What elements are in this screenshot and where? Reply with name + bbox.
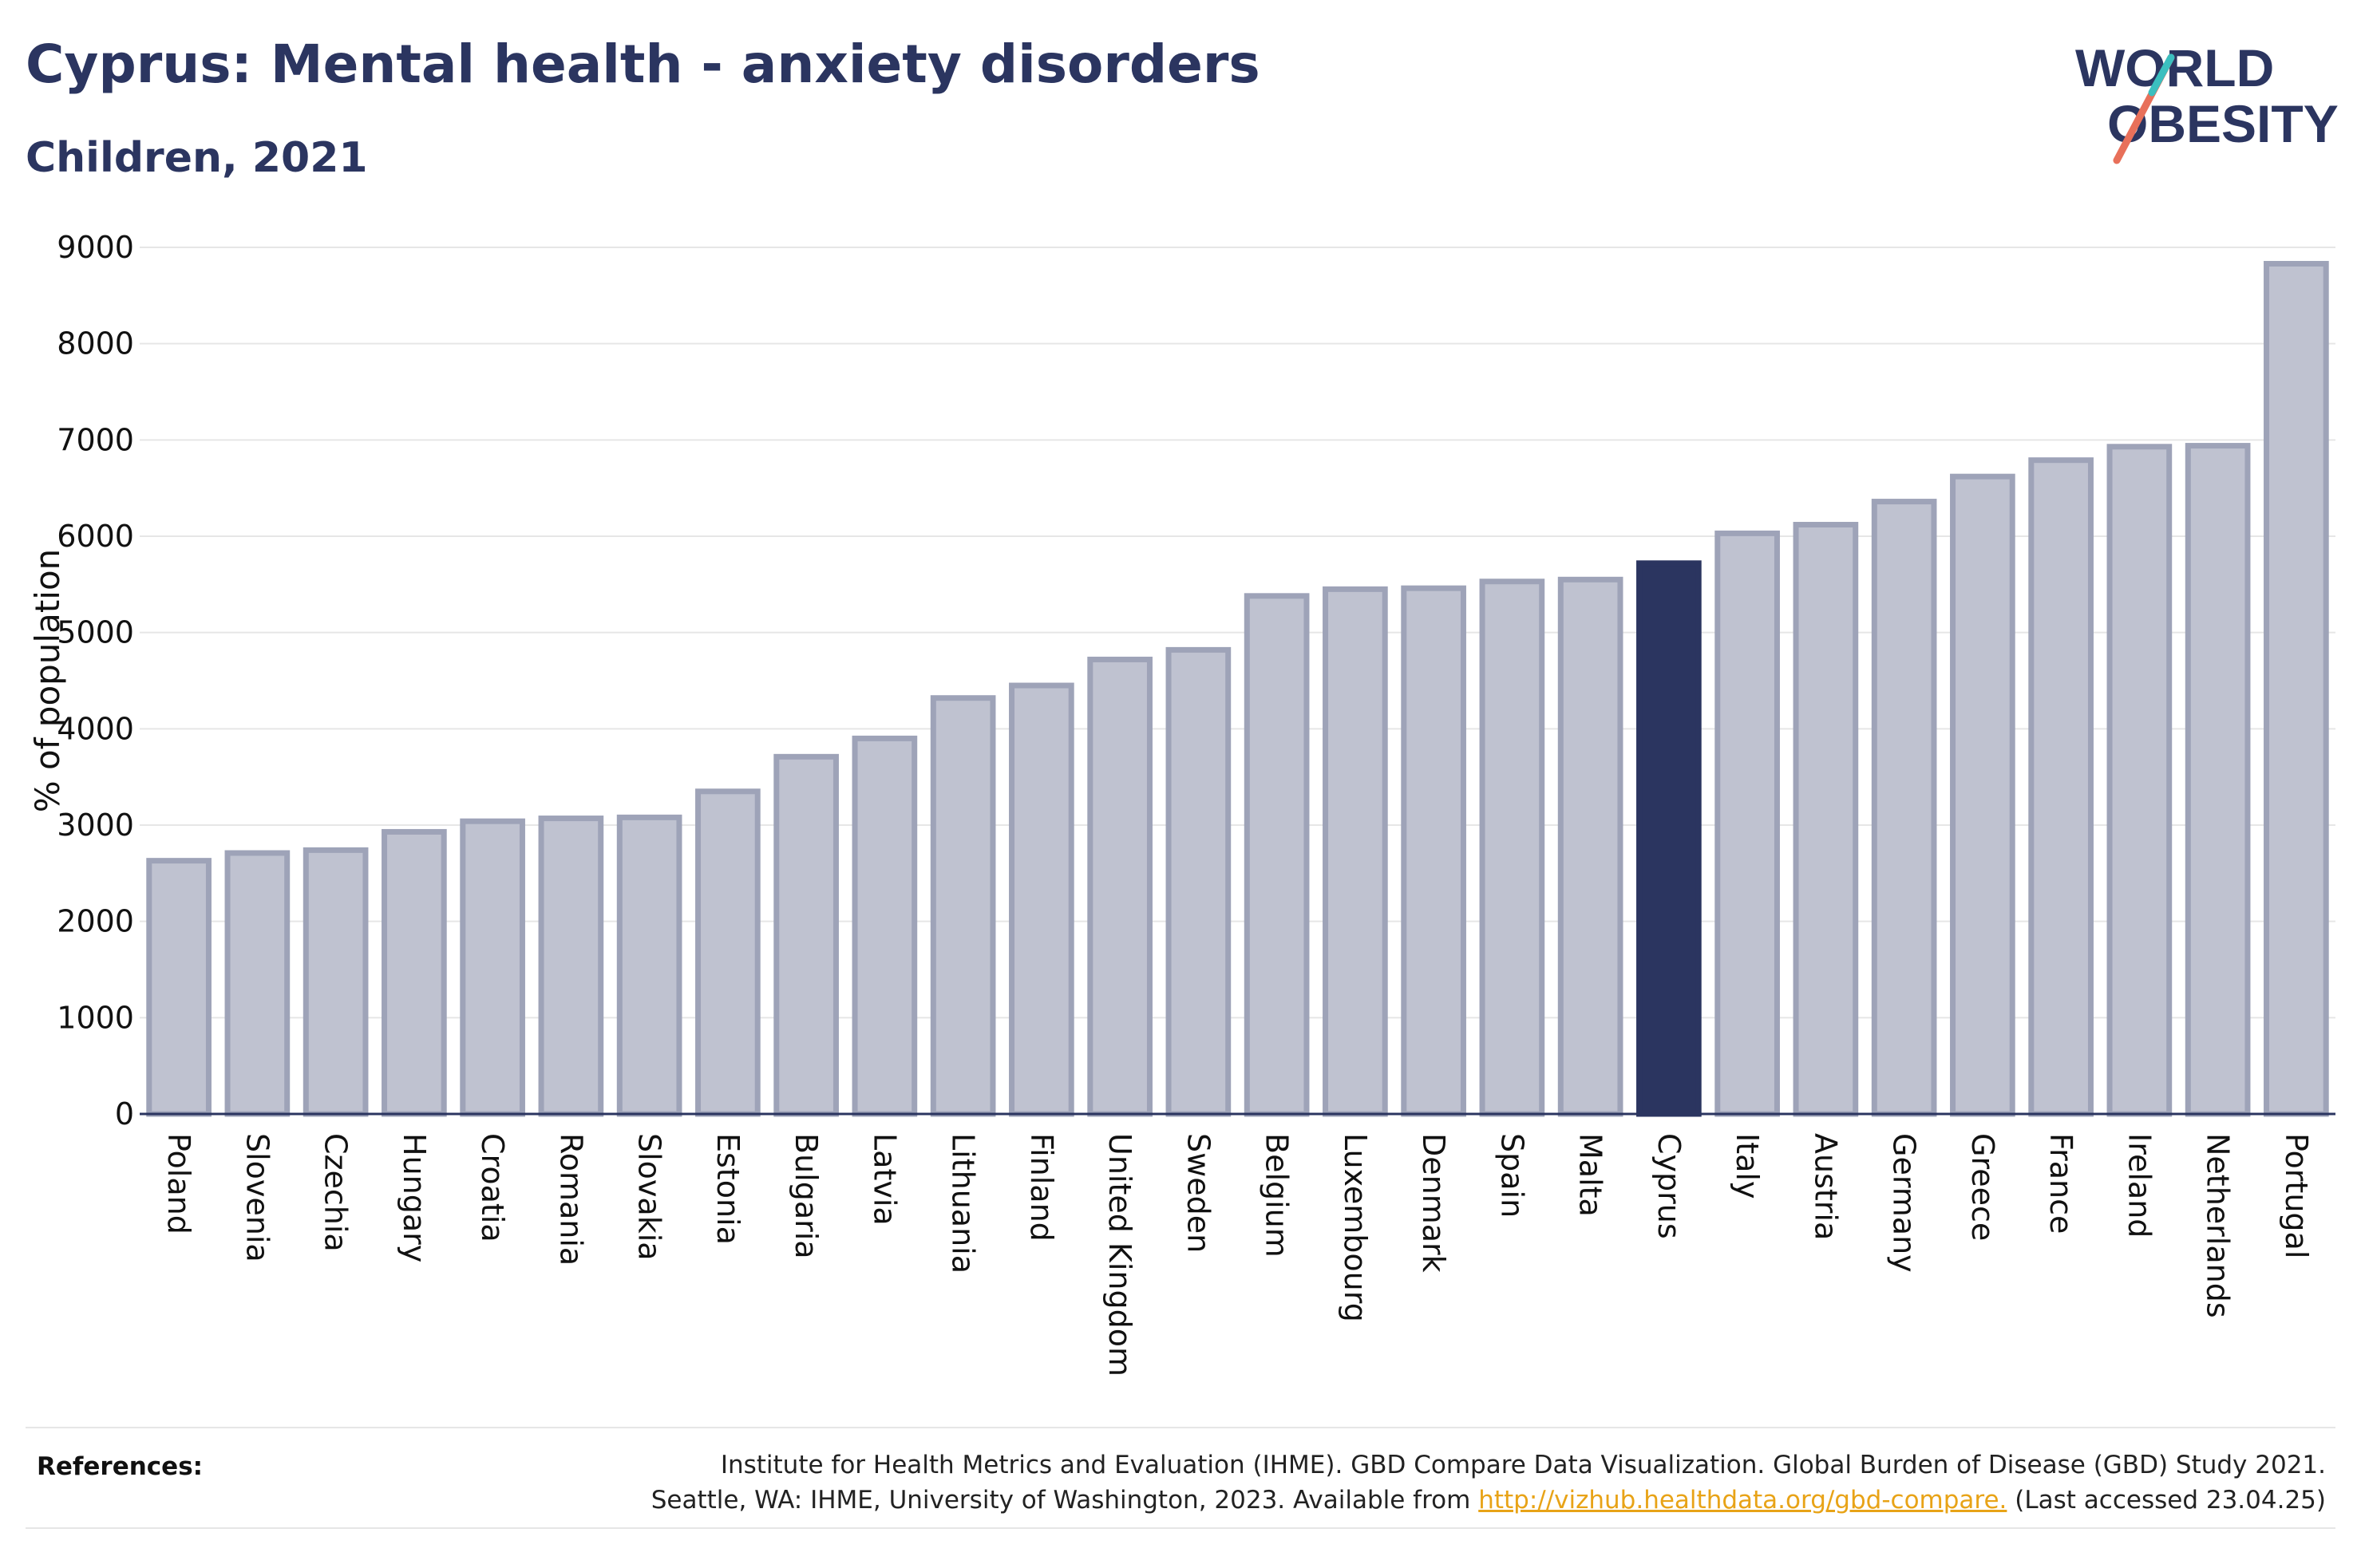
logo-line1: WORLD — [2075, 38, 2274, 97]
y-tick-label: 2000 — [57, 904, 134, 939]
bar-portugal — [2264, 261, 2329, 1117]
y-tick-label: 7000 — [57, 422, 134, 457]
bar-sweden — [1165, 646, 1232, 1117]
x-tick-label: Finland — [1024, 1133, 1059, 1242]
bar-united-kingdom — [1087, 656, 1153, 1117]
bar-luxembourg — [1323, 586, 1388, 1117]
bar-finland — [1009, 682, 1074, 1117]
x-tick-label: United Kingdom — [1102, 1133, 1137, 1376]
bar-france — [2028, 457, 2094, 1117]
chart-subtitle: Children, 2021 — [26, 134, 368, 182]
bar-cyprus — [1636, 560, 1702, 1117]
x-tick-label: Italy — [1730, 1133, 1765, 1199]
references-line2-prefix: Seattle, WA: IHME, University of Washing… — [651, 1486, 1479, 1515]
bar-poland — [146, 858, 212, 1117]
references-line2-suffix: (Last accessed 23.04.25) — [2007, 1486, 2326, 1515]
x-tick-label: Cyprus — [1651, 1133, 1687, 1239]
references-panel: References: Institute for Health Metrics… — [26, 1427, 2335, 1529]
x-tick-label: Poland — [161, 1133, 196, 1234]
x-tick-label: Ireland — [2122, 1133, 2157, 1238]
bar-bulgaria — [773, 753, 839, 1117]
bar-latvia — [852, 735, 918, 1117]
x-tick-label: Czechia — [318, 1133, 354, 1252]
bar-ireland — [2106, 444, 2173, 1117]
x-tick-label: Luxembourg — [1338, 1133, 1373, 1322]
references-text: Institute for Health Metrics and Evaluat… — [651, 1448, 2326, 1518]
x-axis-ticks: Poland Slovenia Czechia Hungary Croatia Roman… — [161, 1133, 2314, 1376]
bar-malta — [1557, 576, 1623, 1117]
y-tick-label: 3000 — [57, 808, 134, 843]
x-tick-label: Romania — [553, 1133, 588, 1266]
x-tick-label: Slovenia — [239, 1133, 275, 1262]
references-line2: Seattle, WA: IHME, University of Washing… — [651, 1483, 2326, 1518]
bar-croatia — [460, 818, 525, 1117]
x-tick-label: Netherlands — [2201, 1133, 2236, 1318]
y-tick-label: 5000 — [57, 615, 134, 650]
x-tick-label: France — [2043, 1133, 2078, 1234]
y-tick-label: 8000 — [57, 326, 134, 361]
bar-lithuania — [930, 695, 996, 1117]
bar-slovakia — [616, 814, 682, 1117]
y-tick-label: 0 — [115, 1096, 134, 1132]
bar-italy — [1714, 530, 1780, 1117]
x-tick-label: Greece — [1965, 1133, 2000, 1241]
x-tick-label: Belgium — [1260, 1133, 1295, 1258]
x-tick-label: Bulgaria — [789, 1133, 824, 1259]
y-tick-label: 6000 — [57, 519, 134, 554]
bar-greece — [1950, 473, 2015, 1117]
y-tick-label: 9000 — [57, 230, 134, 265]
references-label: References: — [37, 1452, 204, 1481]
y-tick-label: 1000 — [57, 1000, 134, 1035]
references-link[interactable]: http://vizhub.healthdata.org/gbd-compare… — [1478, 1486, 2007, 1515]
x-tick-label: Slovakia — [632, 1133, 667, 1261]
bar-austria — [1793, 522, 1859, 1117]
x-tick-label: Estonia — [710, 1133, 745, 1245]
bar-belgium — [1244, 593, 1310, 1117]
x-tick-label: Austria — [1808, 1133, 1843, 1240]
bar-czechia — [303, 847, 369, 1117]
x-tick-label: Malta — [1573, 1133, 1608, 1217]
world-obesity-logo: WORLD OBESITY — [2075, 38, 2339, 164]
y-axis-ticks: 0 1000 2000 3000 4000 5000 6000 7000 8000 9000 — [57, 230, 134, 1132]
bar-chart: 0 1000 2000 3000 4000 5000 6000 7000 8000 9000 Po… — [28, 230, 2335, 1376]
x-tick-label: Latvia — [867, 1133, 902, 1226]
y-axis-label: % of population — [28, 549, 67, 813]
references-line1: Institute for Health Metrics and Evaluat… — [720, 1451, 2326, 1479]
x-tick-label: Hungary — [397, 1133, 432, 1262]
logo-slash-teal — [2148, 53, 2175, 97]
x-tick-label: Lithuania — [946, 1133, 981, 1274]
x-tick-label: Germany — [1887, 1133, 1922, 1273]
x-tick-label: Denmark — [1416, 1133, 1451, 1273]
y-tick-label: 4000 — [57, 711, 134, 746]
x-tick-label: Sweden — [1180, 1133, 1216, 1253]
bar-estonia — [695, 788, 761, 1117]
bar-germany — [1871, 499, 1937, 1117]
x-tick-label: Spain — [1494, 1133, 1529, 1218]
x-tick-label: Croatia — [475, 1133, 510, 1242]
bar-slovenia — [224, 850, 291, 1117]
bar-romania — [538, 816, 604, 1117]
chart-title: Cyprus: Mental health - anxiety disorder… — [26, 34, 1260, 95]
bar-denmark — [1401, 585, 1466, 1117]
x-tick-label: Portugal — [2279, 1133, 2314, 1258]
bar-netherlands — [2185, 443, 2251, 1117]
bar-hungary — [382, 828, 447, 1117]
bars — [146, 261, 2329, 1117]
bar-spain — [1479, 579, 1545, 1117]
